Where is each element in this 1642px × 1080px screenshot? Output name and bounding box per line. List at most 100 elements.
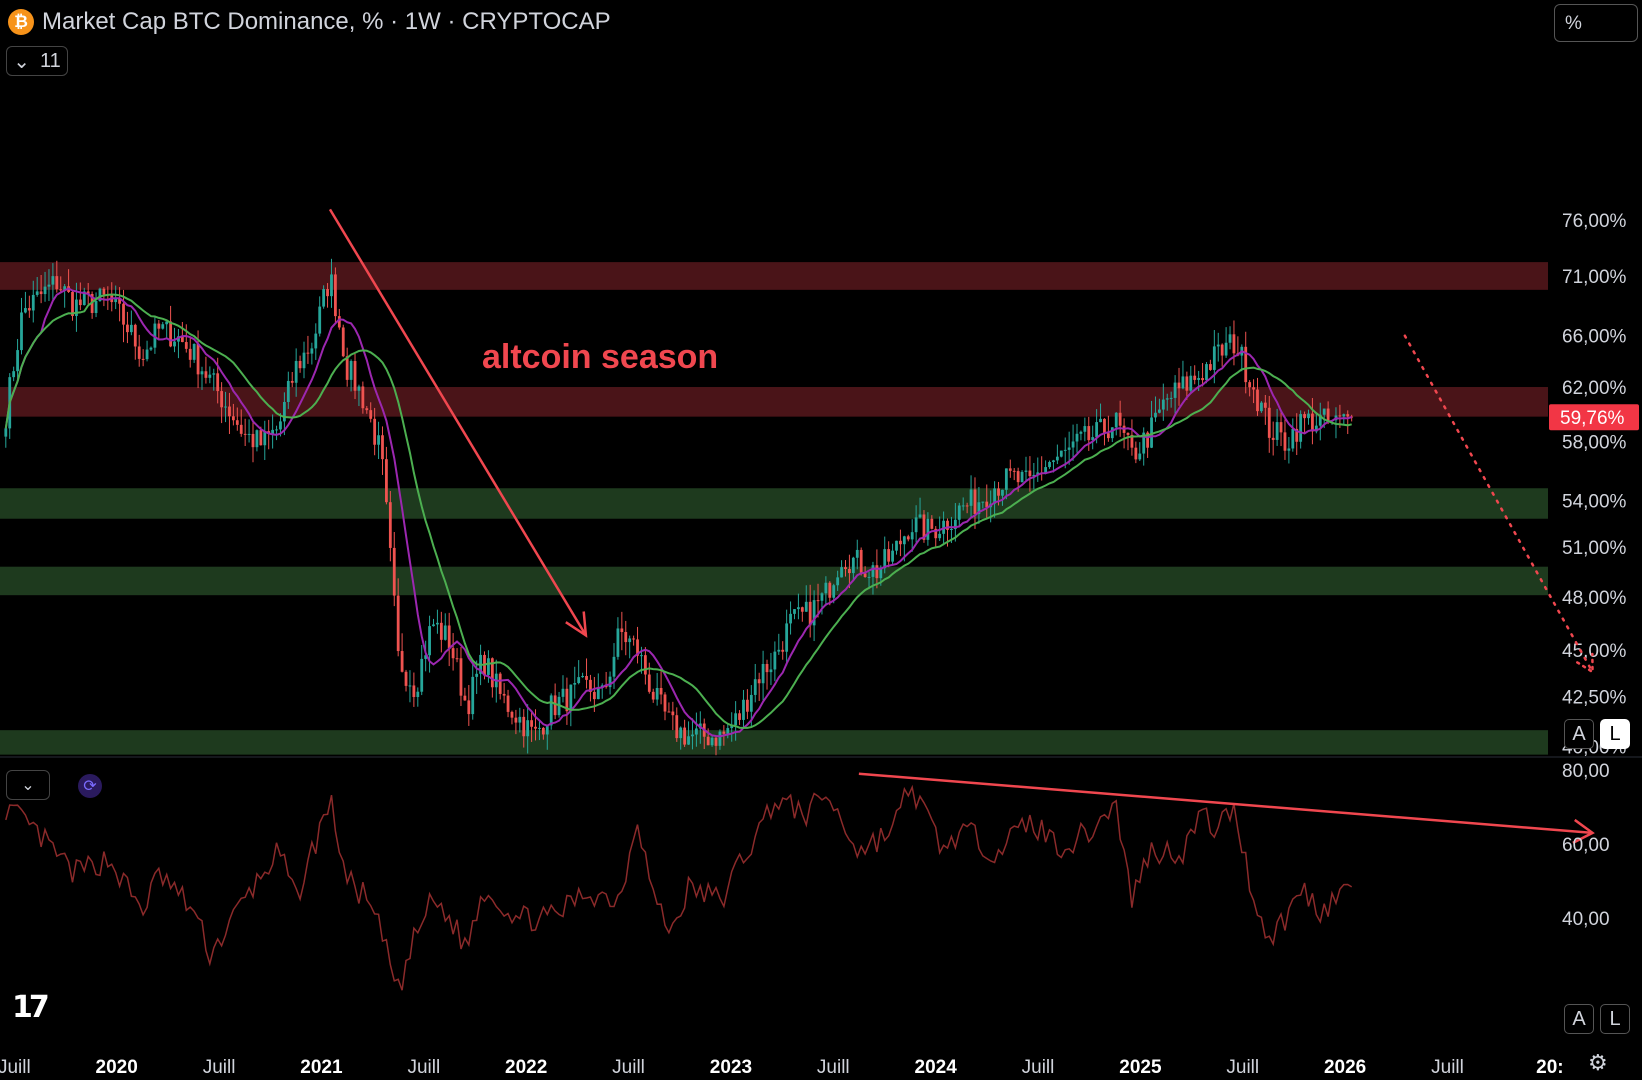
candle-body [16, 350, 19, 372]
candle-body [808, 601, 812, 626]
candle-body [157, 323, 161, 329]
candle-body [687, 736, 690, 745]
candle-body [161, 324, 165, 329]
candle-body [243, 433, 247, 435]
candle-body [1154, 412, 1157, 418]
candle-body [1252, 387, 1255, 390]
candle-body [447, 625, 451, 649]
x-tick-label: 2026 [1324, 1057, 1366, 1078]
candle-body [35, 291, 39, 295]
candle-body [498, 673, 502, 694]
auto-scale-button[interactable]: A [1564, 719, 1594, 749]
candle-body [1185, 376, 1189, 391]
candle-body [549, 695, 553, 726]
candle-body [1299, 414, 1303, 442]
candle-body [31, 294, 35, 311]
candle-body [997, 488, 1000, 496]
candle-body [867, 576, 871, 578]
candle-body [836, 577, 840, 586]
candle-body [863, 573, 867, 577]
candle-body [934, 528, 938, 539]
candle-body [1295, 428, 1299, 442]
candle-body [1220, 344, 1224, 356]
log-scale-button[interactable]: L [1600, 719, 1630, 749]
indicator-collapse-button[interactable]: ⌄ 11 [6, 46, 68, 76]
chevron-down-icon: ⌄ [13, 50, 30, 73]
rsi-collapse-button[interactable]: ⌄ [6, 770, 50, 800]
candle-body [1303, 414, 1306, 419]
candle-body [1146, 432, 1150, 448]
candle-body [137, 346, 141, 359]
candle-body [797, 607, 800, 610]
unit-selector[interactable]: % [1554, 4, 1638, 42]
x-tick-label: Juill [203, 1057, 236, 1078]
candle-body [726, 728, 730, 734]
candle-body [734, 713, 738, 726]
candle-body [1126, 432, 1130, 435]
candle-body [1228, 334, 1232, 343]
candle-body [926, 518, 930, 540]
x-tick-label: Juill [817, 1057, 850, 1078]
candle-body [282, 401, 286, 422]
candle-body [1181, 376, 1185, 389]
candle-body [1201, 378, 1204, 381]
candle-body [663, 694, 667, 712]
candle-body [1165, 398, 1169, 400]
candle-body [1193, 375, 1197, 380]
candle-body [887, 549, 891, 562]
candle-body [589, 679, 592, 692]
candle-body [757, 679, 761, 684]
x-tick-label: Juill [407, 1057, 440, 1078]
indicator-count: 11 [40, 49, 61, 72]
candle-body [1150, 417, 1153, 448]
candle-body [51, 276, 55, 285]
candle-body [620, 628, 624, 633]
rsi-log-scale-button[interactable]: L [1600, 1004, 1630, 1034]
candle-body [1083, 426, 1087, 432]
candle-body [585, 676, 588, 680]
y-tick-label: 54,00% [1562, 491, 1627, 512]
candle-body [569, 684, 573, 712]
y-tick-label: 51,00% [1562, 538, 1627, 559]
candles [4, 258, 1354, 756]
candle-body [902, 536, 906, 545]
rsi-auto-scale-button[interactable]: A [1564, 1004, 1594, 1034]
candle-body [141, 358, 145, 360]
candle-body [749, 694, 753, 712]
candle-body [895, 540, 898, 551]
candle-body [1067, 447, 1071, 450]
candle-body [114, 298, 118, 303]
candle-body [4, 428, 8, 437]
candle-body [463, 695, 467, 701]
candle-body [436, 622, 439, 625]
candle-body [173, 341, 176, 347]
settings-icon[interactable]: ⚙ [1588, 1050, 1608, 1075]
candle-body [1020, 471, 1024, 483]
candle-body [235, 420, 239, 425]
candle-body [1059, 450, 1063, 457]
candle-body [793, 609, 796, 614]
candle-body [1103, 418, 1106, 434]
candle-body [1016, 471, 1020, 483]
candle-body [667, 711, 671, 713]
candle-body [738, 713, 741, 720]
candle-body [1106, 433, 1110, 439]
candle-body [616, 628, 620, 657]
candle-body [640, 655, 643, 657]
projection-arrow-head [1576, 652, 1594, 675]
candle-body [1232, 334, 1236, 354]
candle-body [938, 533, 942, 539]
candle-body [216, 373, 220, 392]
candle-body [922, 514, 926, 540]
candle-body [471, 676, 475, 715]
candle-body [149, 347, 153, 350]
candle-body [800, 607, 804, 612]
candle-body [577, 677, 581, 684]
candle-body [977, 502, 981, 515]
candle-body [43, 286, 47, 295]
candle-body [1212, 346, 1216, 370]
candle-body [828, 582, 832, 598]
refresh-icon[interactable]: ⟳ [78, 774, 102, 798]
candle-body [1091, 437, 1095, 441]
